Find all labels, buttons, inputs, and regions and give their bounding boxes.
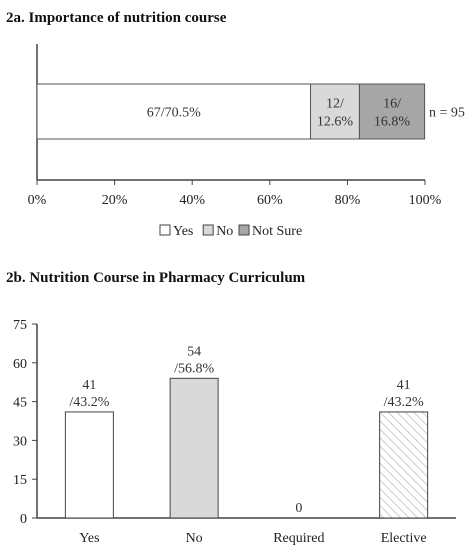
legend-swatch-no [202, 224, 214, 236]
bar-yes [64, 411, 114, 519]
bar-no [169, 377, 219, 519]
bar-data-label: /43.2% [69, 395, 109, 410]
x-category-label: No [186, 531, 203, 546]
x-category-label: Required [273, 531, 324, 546]
sample-size-annotation: n = 95 [429, 106, 465, 121]
segment-data-label: 12.6% [317, 115, 354, 130]
y-tick-label: 0 [20, 512, 27, 527]
x-tick-label: 80% [335, 193, 361, 208]
x-tick-label: 0% [28, 193, 47, 208]
bar-data-label: 0 [295, 501, 302, 516]
segment-data-label: 16/ [383, 97, 401, 112]
importance-chart: 2a. Importance of nutrition course 0% 20% 4… [6, 10, 465, 239]
bar-segment-yes [36, 83, 312, 140]
bar-segment-no [310, 83, 360, 140]
x-category-label: Elective [381, 531, 427, 546]
bar-data-label: 54 [187, 344, 201, 359]
legend-label: Not Sure [252, 224, 302, 239]
curriculum-chart: 2b. Nutrition Course in Pharmacy Curricu… [6, 270, 456, 546]
y-tick-label: 30 [13, 434, 27, 449]
y-tick-label: 75 [13, 318, 27, 333]
chart-title: 2b. Nutrition Course in Pharmacy Curricu… [6, 270, 306, 286]
legend-swatch-not-sure [238, 224, 250, 236]
chart-title: 2a. Importance of nutrition course [6, 10, 227, 26]
bar-data-label: 41 [397, 378, 411, 393]
bar-data-label: /43.2% [384, 395, 424, 410]
x-tick-label: 20% [102, 193, 128, 208]
bar-data-label: 41 [82, 378, 96, 393]
bar-segment-not-sure [358, 83, 426, 140]
y-tick-label: 60 [13, 357, 27, 372]
legend-swatch-yes [159, 224, 171, 236]
segment-data-label: 12/ [326, 97, 344, 112]
segment-data-label: 16.8% [374, 115, 411, 130]
x-tick-label: 40% [179, 193, 205, 208]
y-tick-label: 15 [13, 473, 27, 488]
legend-label: Yes [173, 224, 193, 239]
x-tick-label: 60% [257, 193, 283, 208]
y-tick-label: 45 [13, 396, 27, 411]
x-tick-label: 100% [409, 193, 442, 208]
segment-data-label: 67/70.5% [147, 106, 201, 121]
bar-elective [379, 411, 429, 519]
legend-label: No [216, 224, 233, 239]
x-category-label: Yes [79, 531, 99, 546]
bar-data-label: /56.8% [174, 361, 214, 376]
